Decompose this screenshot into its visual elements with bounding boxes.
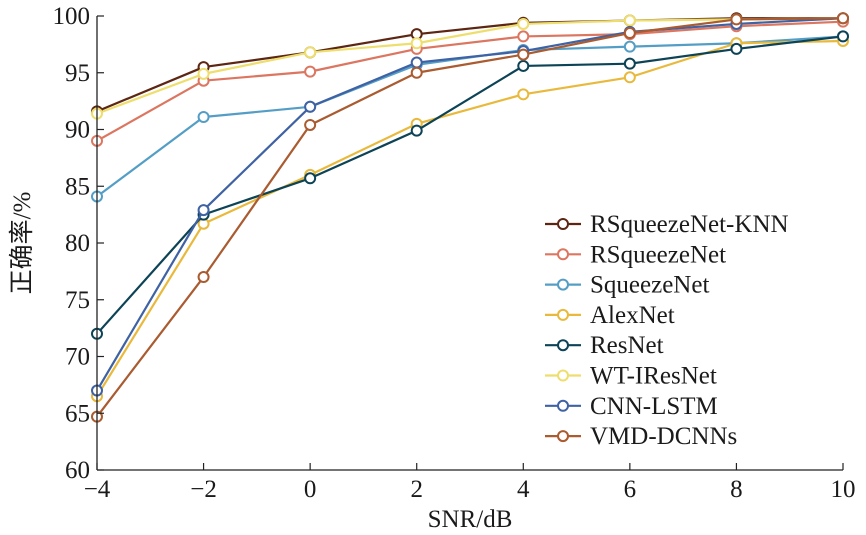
data-point [837,12,849,25]
plot-area [91,12,849,423]
data-point [730,42,743,55]
y-tick-label: 65 [65,400,90,427]
series-line [96,20,844,142]
y-axis-title: 正确率/% [8,192,36,295]
data-point [623,27,636,40]
y-tick-label: 80 [65,230,90,257]
legend-label: CNN-LSTM [590,393,718,420]
data-point [304,172,317,185]
series-vmd-dcnns [91,12,849,423]
legend: RSqueezeNet-KNN RSqueezeNet SqueezeNet Alex… [545,211,789,450]
y-tick-label: 70 [65,344,90,371]
legend-label: ResNet [590,332,664,359]
legend-label: SqueezeNet [590,272,709,299]
x-tick-label: 10 [831,476,856,503]
data-point [410,37,423,50]
series-line [96,39,844,397]
series-line [96,17,844,418]
data-point [304,46,317,59]
data-point [517,17,530,30]
legend-item: AlexNet [545,302,675,329]
legend-label: AlexNet [590,302,675,329]
legend-marker [557,399,569,412]
series-line [96,17,844,392]
x-tick-label: 4 [517,476,530,503]
data-point [304,100,317,113]
legend-item: RSqueezeNet [545,241,726,268]
legend-marker [557,430,569,443]
data-point [837,30,849,43]
x-tick-label: 6 [624,476,637,503]
x-tick-label: 8 [730,476,743,503]
data-point [623,57,636,70]
series-resnet [91,30,849,340]
x-tick-label: −2 [190,476,217,503]
data-point [517,48,530,61]
legend-label: RSqueezeNet-KNN [590,211,789,238]
legend-label: VMD-DCNNs [590,423,737,450]
y-tick-label: 100 [53,3,91,30]
data-point [410,124,423,137]
data-point [410,56,423,69]
y-tick-label: 95 [65,60,90,87]
data-point [410,66,423,79]
x-tick-label: 0 [304,476,317,503]
data-point [517,30,530,43]
y-tick-label: 75 [65,287,90,314]
data-point [623,40,636,53]
legend-label: RSqueezeNet [590,241,726,268]
series-rsqueezenet [91,15,849,147]
y-tick-label: 90 [65,117,90,144]
legend-marker [557,308,569,321]
legend-item: ResNet [545,332,664,359]
x-tick-label: 2 [410,476,423,503]
legend-marker [557,369,569,382]
data-point [517,88,530,101]
legend-marker [557,248,569,261]
axes: −4 −2 0 2 4 6 8 10 60 65 70 75 80 85 90 95 100 [53,3,856,503]
x-axis-title: SNR/dB [428,506,513,533]
series-line [96,17,844,115]
y-tick-label: 85 [65,173,90,200]
data-point [623,14,636,27]
series-line [96,35,844,335]
data-point [304,118,317,131]
data-point [197,111,210,124]
legend-marker [557,218,569,230]
legend-marker [557,278,569,291]
data-point [517,59,530,72]
y-tick-label: 60 [65,457,90,484]
data-point [730,13,743,26]
legend-item: SqueezeNet [545,272,709,299]
data-point [197,67,210,80]
data-point [623,71,636,84]
legend-item: VMD-DCNNs [545,423,737,450]
data-point [197,271,210,284]
legend-marker [557,339,569,352]
legend-label: WT-IResNet [590,363,717,390]
data-point [197,204,210,217]
x-tick-label: −4 [84,476,111,503]
legend-item: RSqueezeNet-KNN [545,211,789,238]
legend-item: WT-IResNet [545,363,717,390]
data-point [304,65,317,78]
legend-item: CNN-LSTM [545,393,718,420]
